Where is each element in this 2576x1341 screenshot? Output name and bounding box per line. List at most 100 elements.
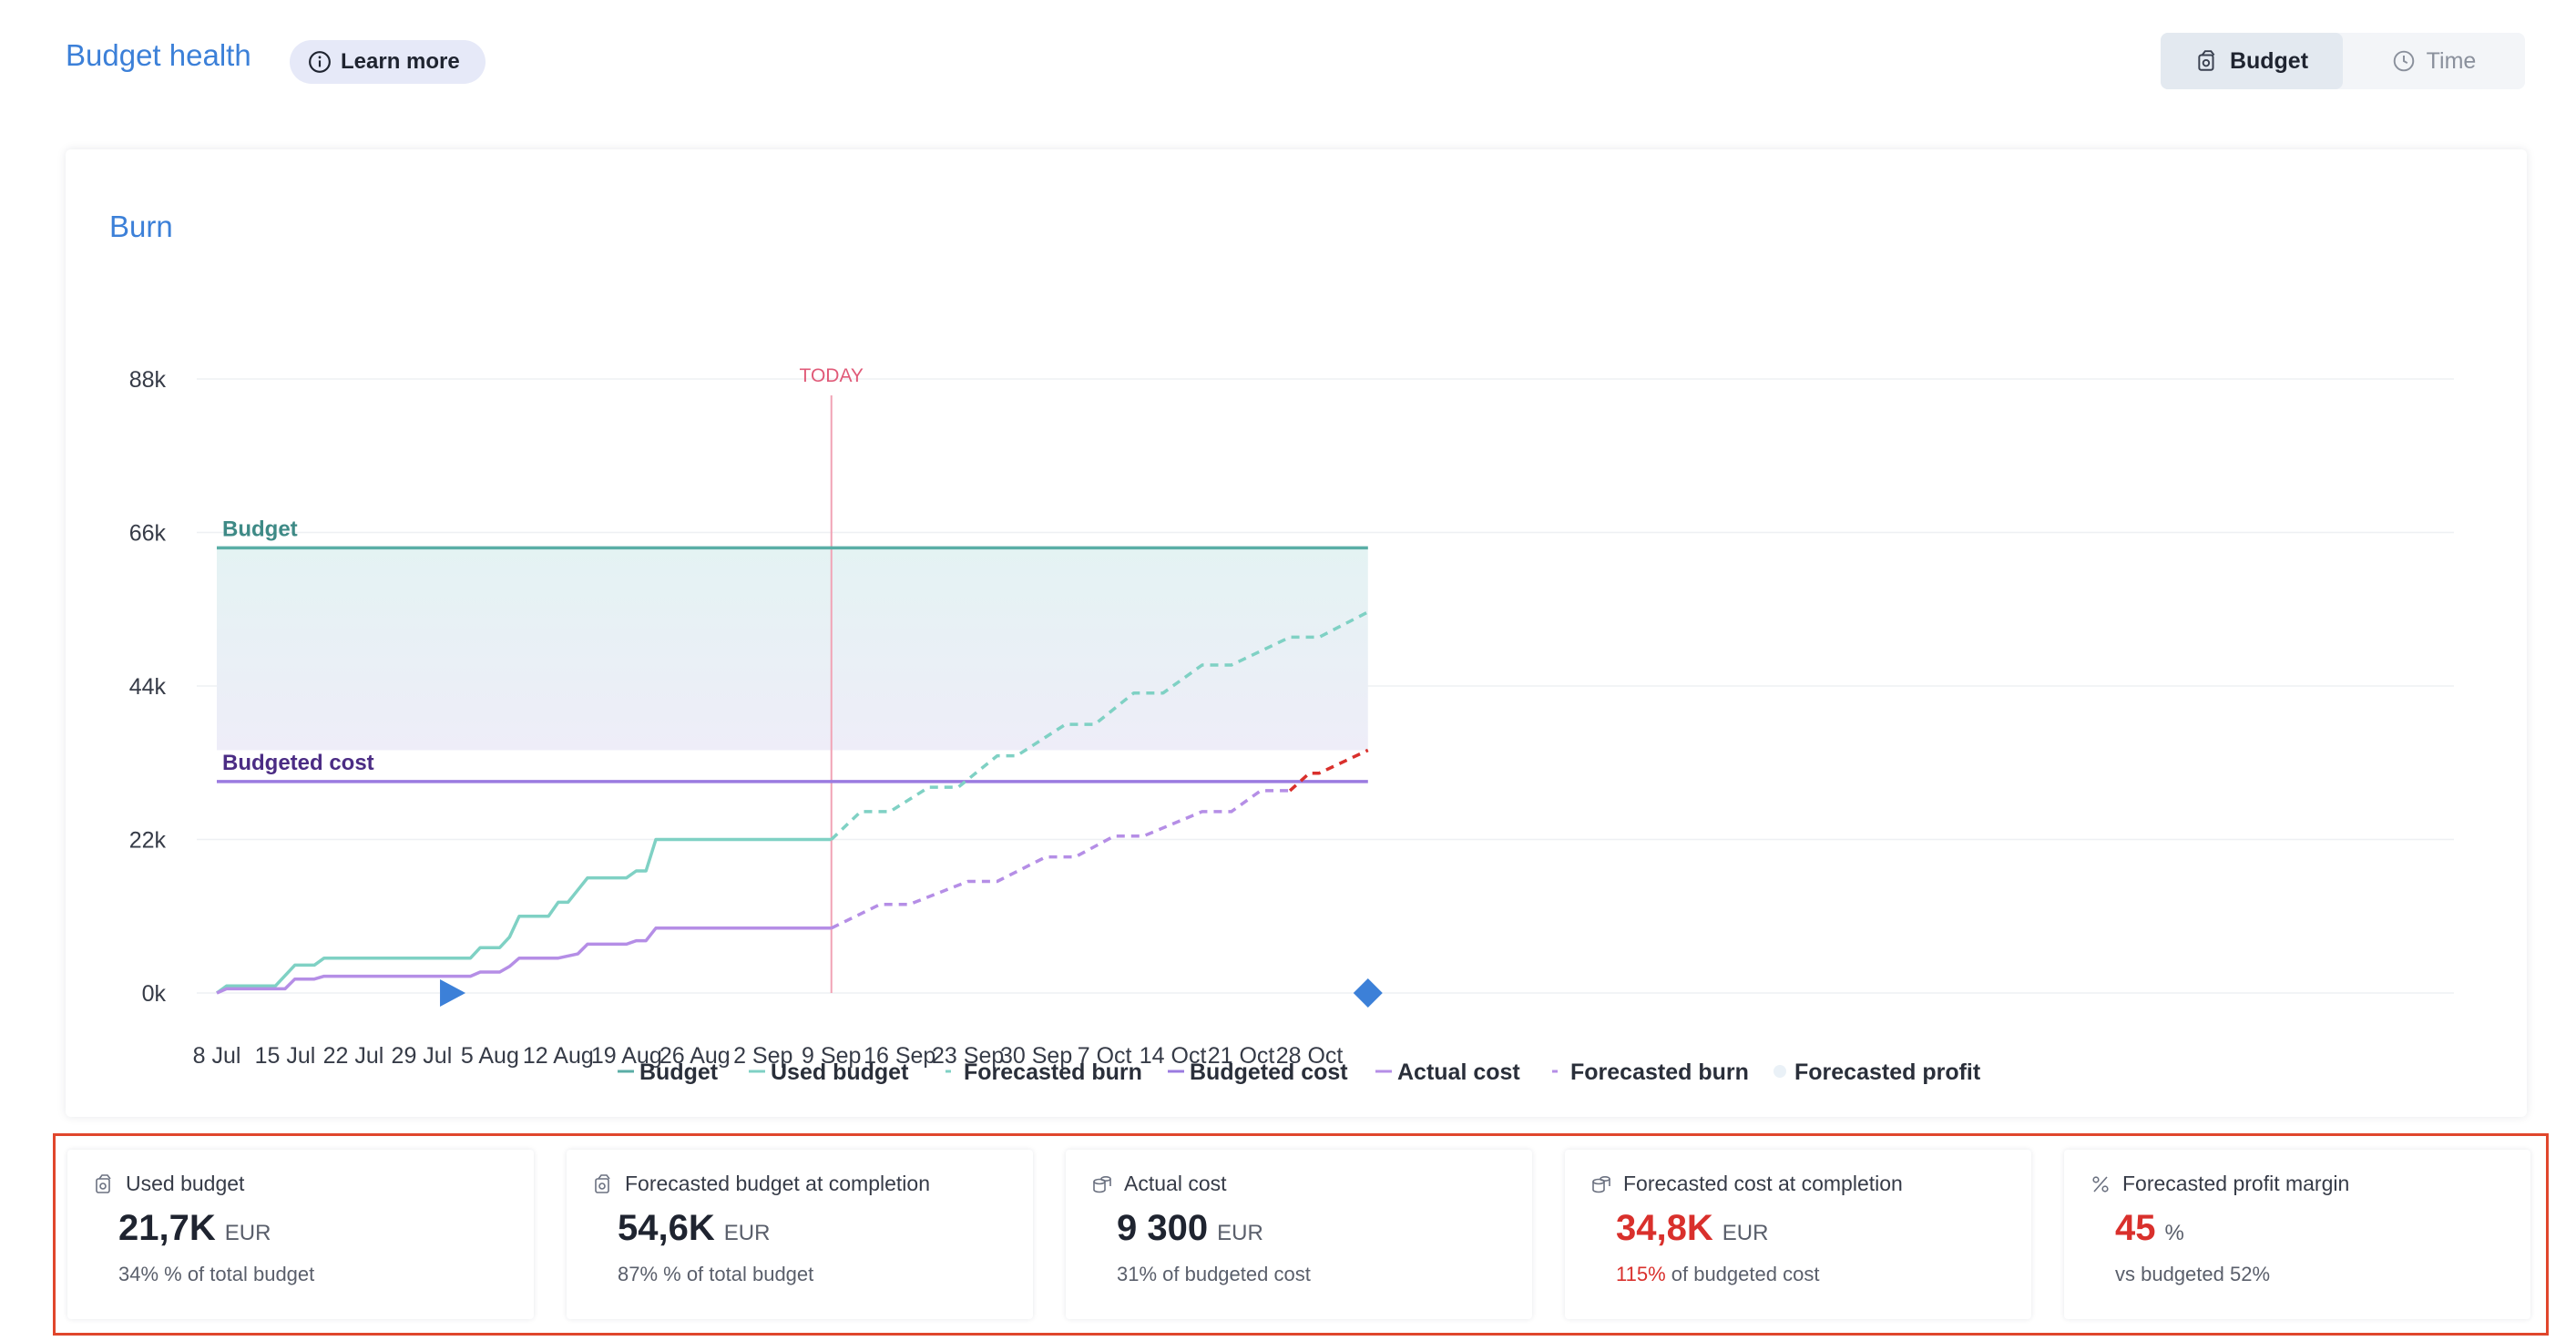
- kpi-subtext: vs budgeted 52%: [2115, 1263, 2270, 1286]
- x-tick-label: 16 Sep: [864, 1043, 935, 1069]
- forecasted-budget-burn-line: [830, 610, 1369, 841]
- kpi-subtext: 87% % of total budget: [618, 1263, 813, 1286]
- budget-toggle-button[interactable]: Budget: [2161, 33, 2343, 89]
- x-tick-label: 22 Jul: [323, 1043, 384, 1069]
- x-tick-label: 30 Sep: [1000, 1043, 1072, 1069]
- legend-label: Forecasted burn: [964, 1059, 1142, 1085]
- legend-label: Used budget: [771, 1059, 909, 1085]
- kpi-subtext: 115% of budgeted cost: [1616, 1263, 1819, 1286]
- kpi-subtext-rest: vs budgeted 52%: [2115, 1263, 2271, 1285]
- kpi-label: Actual cost: [1124, 1172, 1227, 1195]
- legend-label: Forecasted burn: [1570, 1059, 1749, 1085]
- forecasted-cost-burn-line: [830, 789, 1291, 930]
- kpi-unit: %: [2164, 1221, 2184, 1245]
- kpi-label: Forecasted budget at completion: [625, 1172, 930, 1195]
- learn-more-label: Learn more: [341, 49, 460, 74]
- kpi-value: 21,7K: [118, 1208, 216, 1248]
- budget-icon: [96, 1173, 111, 1193]
- kpi-label: Forecasted cost at completion: [1623, 1172, 1903, 1195]
- kpi-header: Used budget: [93, 1172, 244, 1196]
- kpi-value: 9 300: [1117, 1208, 1209, 1248]
- kpi-card: Forecasted profit margin 45 % vs budgete…: [2064, 1150, 2530, 1319]
- time-toggle-label: Time: [2426, 47, 2477, 74]
- used-budget-line: [215, 837, 832, 995]
- x-tick-label: 9 Sep: [802, 1043, 861, 1069]
- kpi-value-row: 9 300 EUR: [1117, 1208, 1263, 1249]
- burn-chart: 0k 22k 44k 66k 88k 8 Jul 15 Jul 22 Jul 29 Jul 5 A…: [129, 365, 2454, 1085]
- y-tick-label: 0k: [142, 981, 167, 1007]
- actual-cost-line: [216, 926, 832, 995]
- today-label: TODAY: [800, 365, 864, 386]
- kpi-value-row: 45 %: [2115, 1208, 2184, 1249]
- page-title: Budget health: [66, 38, 251, 72]
- kpi-card: Forecasted budget at completion 54,6K EU…: [567, 1150, 1033, 1319]
- kpi-card: Forecasted cost at completion 34,8K EUR …: [1565, 1150, 2031, 1319]
- kpi-subtext-rest: 31% of budgeted cost: [1117, 1263, 1311, 1285]
- x-tick-label: 8 Jul: [193, 1043, 241, 1069]
- kpi-unit: EUR: [723, 1221, 771, 1245]
- percent-icon: [2092, 1175, 2109, 1193]
- x-tick-label: 5 Aug: [461, 1043, 519, 1069]
- kpi-card: Actual cost 9 300 EUR 31% of budgeted co…: [1066, 1150, 1532, 1319]
- kpi-value: 34,8K: [1616, 1208, 1713, 1248]
- view-toggle: Budget Time: [2161, 33, 2525, 89]
- forecasted-profit-band: [217, 548, 1368, 751]
- budgeted-cost-line-label: Budgeted cost: [222, 751, 374, 775]
- legend-label: Budgeted cost: [1190, 1059, 1348, 1085]
- budget-toggle-label: Budget: [2229, 47, 2309, 74]
- burn-chart-title: Burn: [109, 210, 173, 243]
- x-tick-label: 28 Oct: [1276, 1043, 1344, 1069]
- burn-chart-card: Burn 0k 22k 44k 66k 88k 8 Jul 15 Jul 22 Jul 29 J…: [66, 149, 2527, 1117]
- kpi-value: 54,6K: [618, 1208, 715, 1248]
- kpi-header: Actual cost: [1091, 1172, 1227, 1196]
- legend-label: Budget: [639, 1059, 719, 1085]
- x-tick-label: 23 Sep: [932, 1043, 1004, 1069]
- end-marker: [1353, 978, 1383, 1008]
- x-tick-label: 2 Sep: [733, 1043, 792, 1069]
- kpi-subtext-rest: of budgeted cost: [1665, 1263, 1820, 1285]
- kpi-subtext: 31% of budgeted cost: [1117, 1263, 1311, 1286]
- x-tick-label: 12 Aug: [523, 1043, 594, 1069]
- kpi-value: 45: [2115, 1208, 2156, 1248]
- kpi-value-row: 21,7K EUR: [118, 1208, 271, 1249]
- kpi-label: Forecasted profit margin: [2122, 1172, 2350, 1195]
- budget-icon: [2198, 50, 2215, 71]
- kpi-value-row: 34,8K EUR: [1616, 1208, 1768, 1249]
- kpi-unit: EUR: [1722, 1221, 1769, 1245]
- y-tick-label: 44k: [129, 674, 167, 700]
- legend-label: Actual cost: [1397, 1059, 1520, 1085]
- kpi-header: Forecasted cost at completion: [1590, 1172, 1903, 1196]
- kpi-header: Forecasted profit margin: [2090, 1172, 2349, 1196]
- coins-icon: [1093, 1175, 1111, 1193]
- budget-icon: [595, 1173, 610, 1193]
- kpi-highlight-outline: [53, 1133, 2549, 1336]
- kpi-unit: EUR: [1217, 1221, 1263, 1245]
- kpi-value-row: 54,6K EUR: [618, 1208, 770, 1249]
- clock-icon: [2393, 50, 2414, 72]
- x-tick-label: 7 Oct: [1078, 1043, 1132, 1069]
- x-tick-label: 14 Oct: [1140, 1043, 1207, 1069]
- x-tick-label: 19 Aug: [591, 1043, 662, 1069]
- kpi-subtext-rest: 87% % of total budget: [618, 1263, 814, 1285]
- y-tick-label: 66k: [129, 521, 167, 547]
- forecasted-cost-overrun-line: [1288, 748, 1369, 793]
- time-toggle-button[interactable]: Time: [2343, 33, 2525, 89]
- budget-line-label: Budget: [222, 517, 298, 541]
- learn-more-button[interactable]: Learn more: [290, 40, 486, 84]
- kpi-subtext-highlight: 115%: [1616, 1263, 1666, 1285]
- coins-icon: [1592, 1175, 1610, 1193]
- x-tick-label: 21 Oct: [1208, 1043, 1275, 1069]
- y-tick-label: 88k: [129, 367, 167, 393]
- kpi-subtext-rest: 34% % of total budget: [118, 1263, 315, 1285]
- x-tick-label: 15 Jul: [255, 1043, 316, 1069]
- kpi-subtext: 34% % of total budget: [118, 1263, 314, 1286]
- kpi-label: Used budget: [126, 1172, 245, 1195]
- kpi-card: Used budget 21,7K EUR 34% % of total bud…: [67, 1150, 534, 1319]
- kpi-header: Forecasted budget at completion: [592, 1172, 930, 1196]
- x-tick-label: 26 Aug: [659, 1043, 731, 1069]
- start-marker: [440, 979, 466, 1007]
- legend-label: Forecasted profit: [1794, 1059, 1981, 1085]
- info-icon: [309, 51, 331, 73]
- kpi-unit: EUR: [224, 1221, 271, 1245]
- y-tick-label: 22k: [129, 828, 167, 854]
